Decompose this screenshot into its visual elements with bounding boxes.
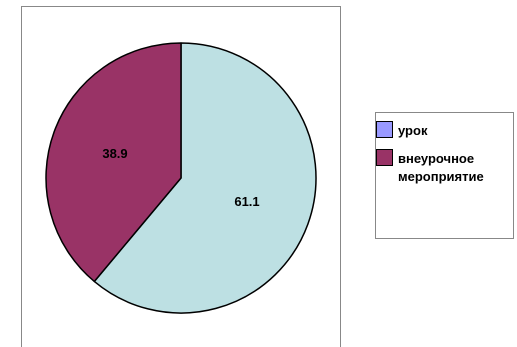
data-label-urok: 61.1 (234, 194, 259, 209)
legend-label-vneurochnoe: внеурочное мероприятие (398, 151, 484, 184)
legend: урок внеурочное мероприятие (375, 112, 514, 239)
legend-swatch-vneurochnoe (376, 149, 393, 166)
pie-slice-vneurochnoe (45, 42, 182, 283)
legend-swatch-urok (376, 121, 393, 138)
pie-slice-urok (93, 42, 317, 314)
data-label-vneurochnoe: 38.9 (102, 146, 127, 161)
legend-label-urok: урок (398, 123, 428, 138)
